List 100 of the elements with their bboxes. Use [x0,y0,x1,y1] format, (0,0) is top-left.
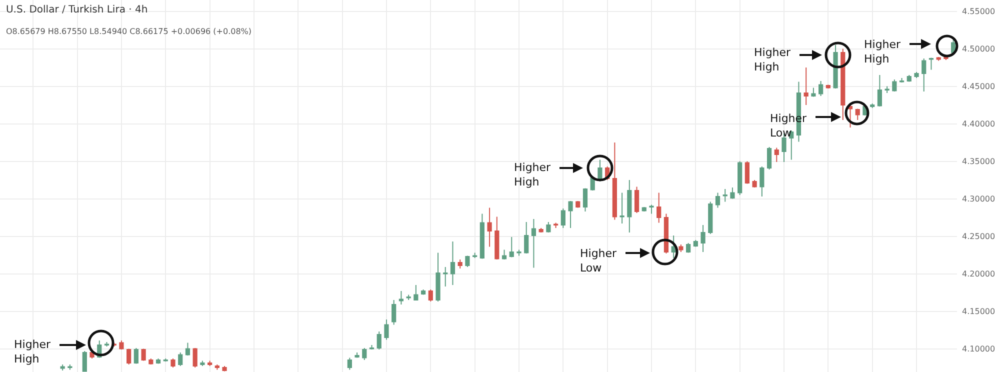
candlestick [700,224,706,252]
candlestick [642,206,646,212]
candlestick [465,255,470,268]
y-tick-label: 4.10000 [962,344,996,354]
candlestick [222,366,227,372]
candlestick [870,103,875,108]
candlestick [744,160,750,184]
candlestick [686,242,691,254]
candlestick [214,364,220,370]
candlestick [156,358,161,364]
candlestick [458,259,462,269]
candlestick [362,348,367,360]
candlestick [178,352,183,366]
candlestick [877,74,882,107]
candlestick [576,200,580,208]
candlestick [148,358,154,365]
candlestick [414,284,418,300]
candlestick [730,187,735,200]
candlestick [884,86,890,94]
candlestick [406,294,411,300]
candlestick [134,348,138,364]
candlestick [509,236,514,258]
annotation: Higher High [14,338,52,366]
candlestick [119,340,124,350]
candlestick [656,192,662,224]
candlestick [738,160,742,196]
candlestick [612,142,617,220]
candlestick [826,84,830,89]
candlestick [892,79,897,92]
candlestick [126,348,132,365]
candlestick [634,186,640,214]
candlestick [494,216,500,260]
candlestick [936,56,941,62]
candlestick [649,204,654,214]
annotation: Higher High [864,38,902,66]
annotation: Higher High [754,46,792,74]
candlestick [899,78,904,83]
text: O8.65679 H8.67550 L8.54940 C8.66175 +0.00696 (+0.08%) [6,26,252,36]
candlestick [840,48,846,120]
candlestick [82,350,87,372]
candlestick [487,207,492,248]
candlestick [376,331,382,350]
candlestick [369,344,374,350]
candlestick [531,218,536,268]
y-tick-label: 4.45000 [962,82,996,92]
candlestick [538,228,544,233]
candlestick [163,358,168,362]
candlestick [678,244,684,252]
candlestick [627,180,632,233]
candlestick [568,200,573,228]
candlestick [524,222,529,254]
candlestick [398,290,404,305]
candlestick [906,74,912,82]
text: U.S. Dollar / Turkish Lira · 4h [6,4,148,16]
y-tick-label: 4.15000 [962,307,996,316]
candlestick [664,213,669,254]
candlestick [722,188,728,202]
candlestick [766,146,772,170]
candlestick [384,319,389,340]
candlestick [472,252,478,258]
candlestick [443,266,448,287]
annotation: Higher Low [580,247,618,274]
candlestick [141,348,146,362]
candlestick [480,213,484,260]
candlestick [170,358,176,368]
candlestick [392,300,396,326]
candlestick [848,104,853,128]
candlestick [450,241,456,286]
candlestick [60,364,65,371]
candlestick [752,180,757,188]
candlestick [560,208,566,228]
candlestick [582,188,588,212]
candlestick [208,360,212,366]
candlestick [553,222,558,228]
candlestick [928,57,934,70]
candlestick [922,58,926,92]
candlestick [420,289,426,296]
annotation: Higher High [514,161,552,188]
candlestick [598,159,602,182]
candlestick [516,249,522,256]
y-tick-label: 4.50000 [962,44,996,54]
candlestick [708,201,713,234]
candlestick [760,166,764,197]
candlestick [546,222,551,233]
candlestick [200,360,205,366]
candlestick [671,235,676,258]
candlestick [436,252,440,302]
y-tick-label: 4.20000 [962,270,996,279]
candlestick [914,72,919,78]
candlestick [68,364,72,370]
y-tick-label: 4.30000 [962,194,996,204]
candlestick [428,289,433,302]
candlestick [715,192,720,208]
candlestick [833,44,838,89]
candlestick [104,342,110,347]
y-tick-label: 4.35000 [962,157,996,166]
candlestick [354,352,360,358]
candlestick [502,249,507,260]
candlestick [347,357,352,370]
candlestick [855,108,860,120]
